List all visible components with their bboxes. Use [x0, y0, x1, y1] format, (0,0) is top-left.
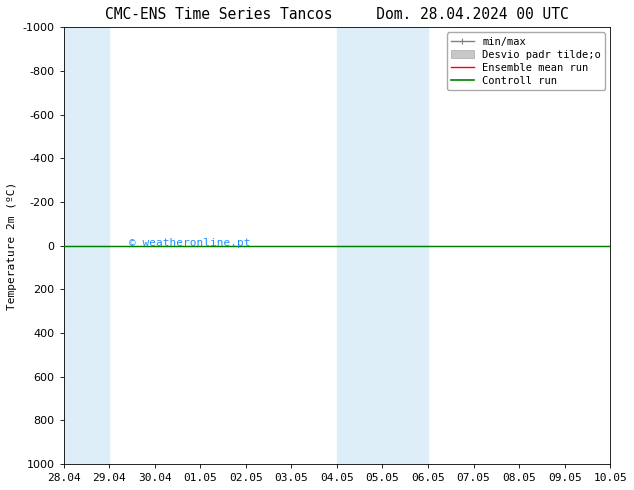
Bar	[63, 27, 109, 464]
Y-axis label: Temperature 2m (ºC): Temperature 2m (ºC)	[7, 181, 17, 310]
Bar	[337, 27, 428, 464]
Text: © weatheronline.pt: © weatheronline.pt	[129, 239, 250, 248]
Legend: min/max, Desvio padr tilde;o, Ensemble mean run, Controll run: min/max, Desvio padr tilde;o, Ensemble m…	[446, 32, 605, 90]
Title: CMC-ENS Time Series Tancos     Dom. 28.04.2024 00 UTC: CMC-ENS Time Series Tancos Dom. 28.04.20…	[105, 7, 569, 22]
